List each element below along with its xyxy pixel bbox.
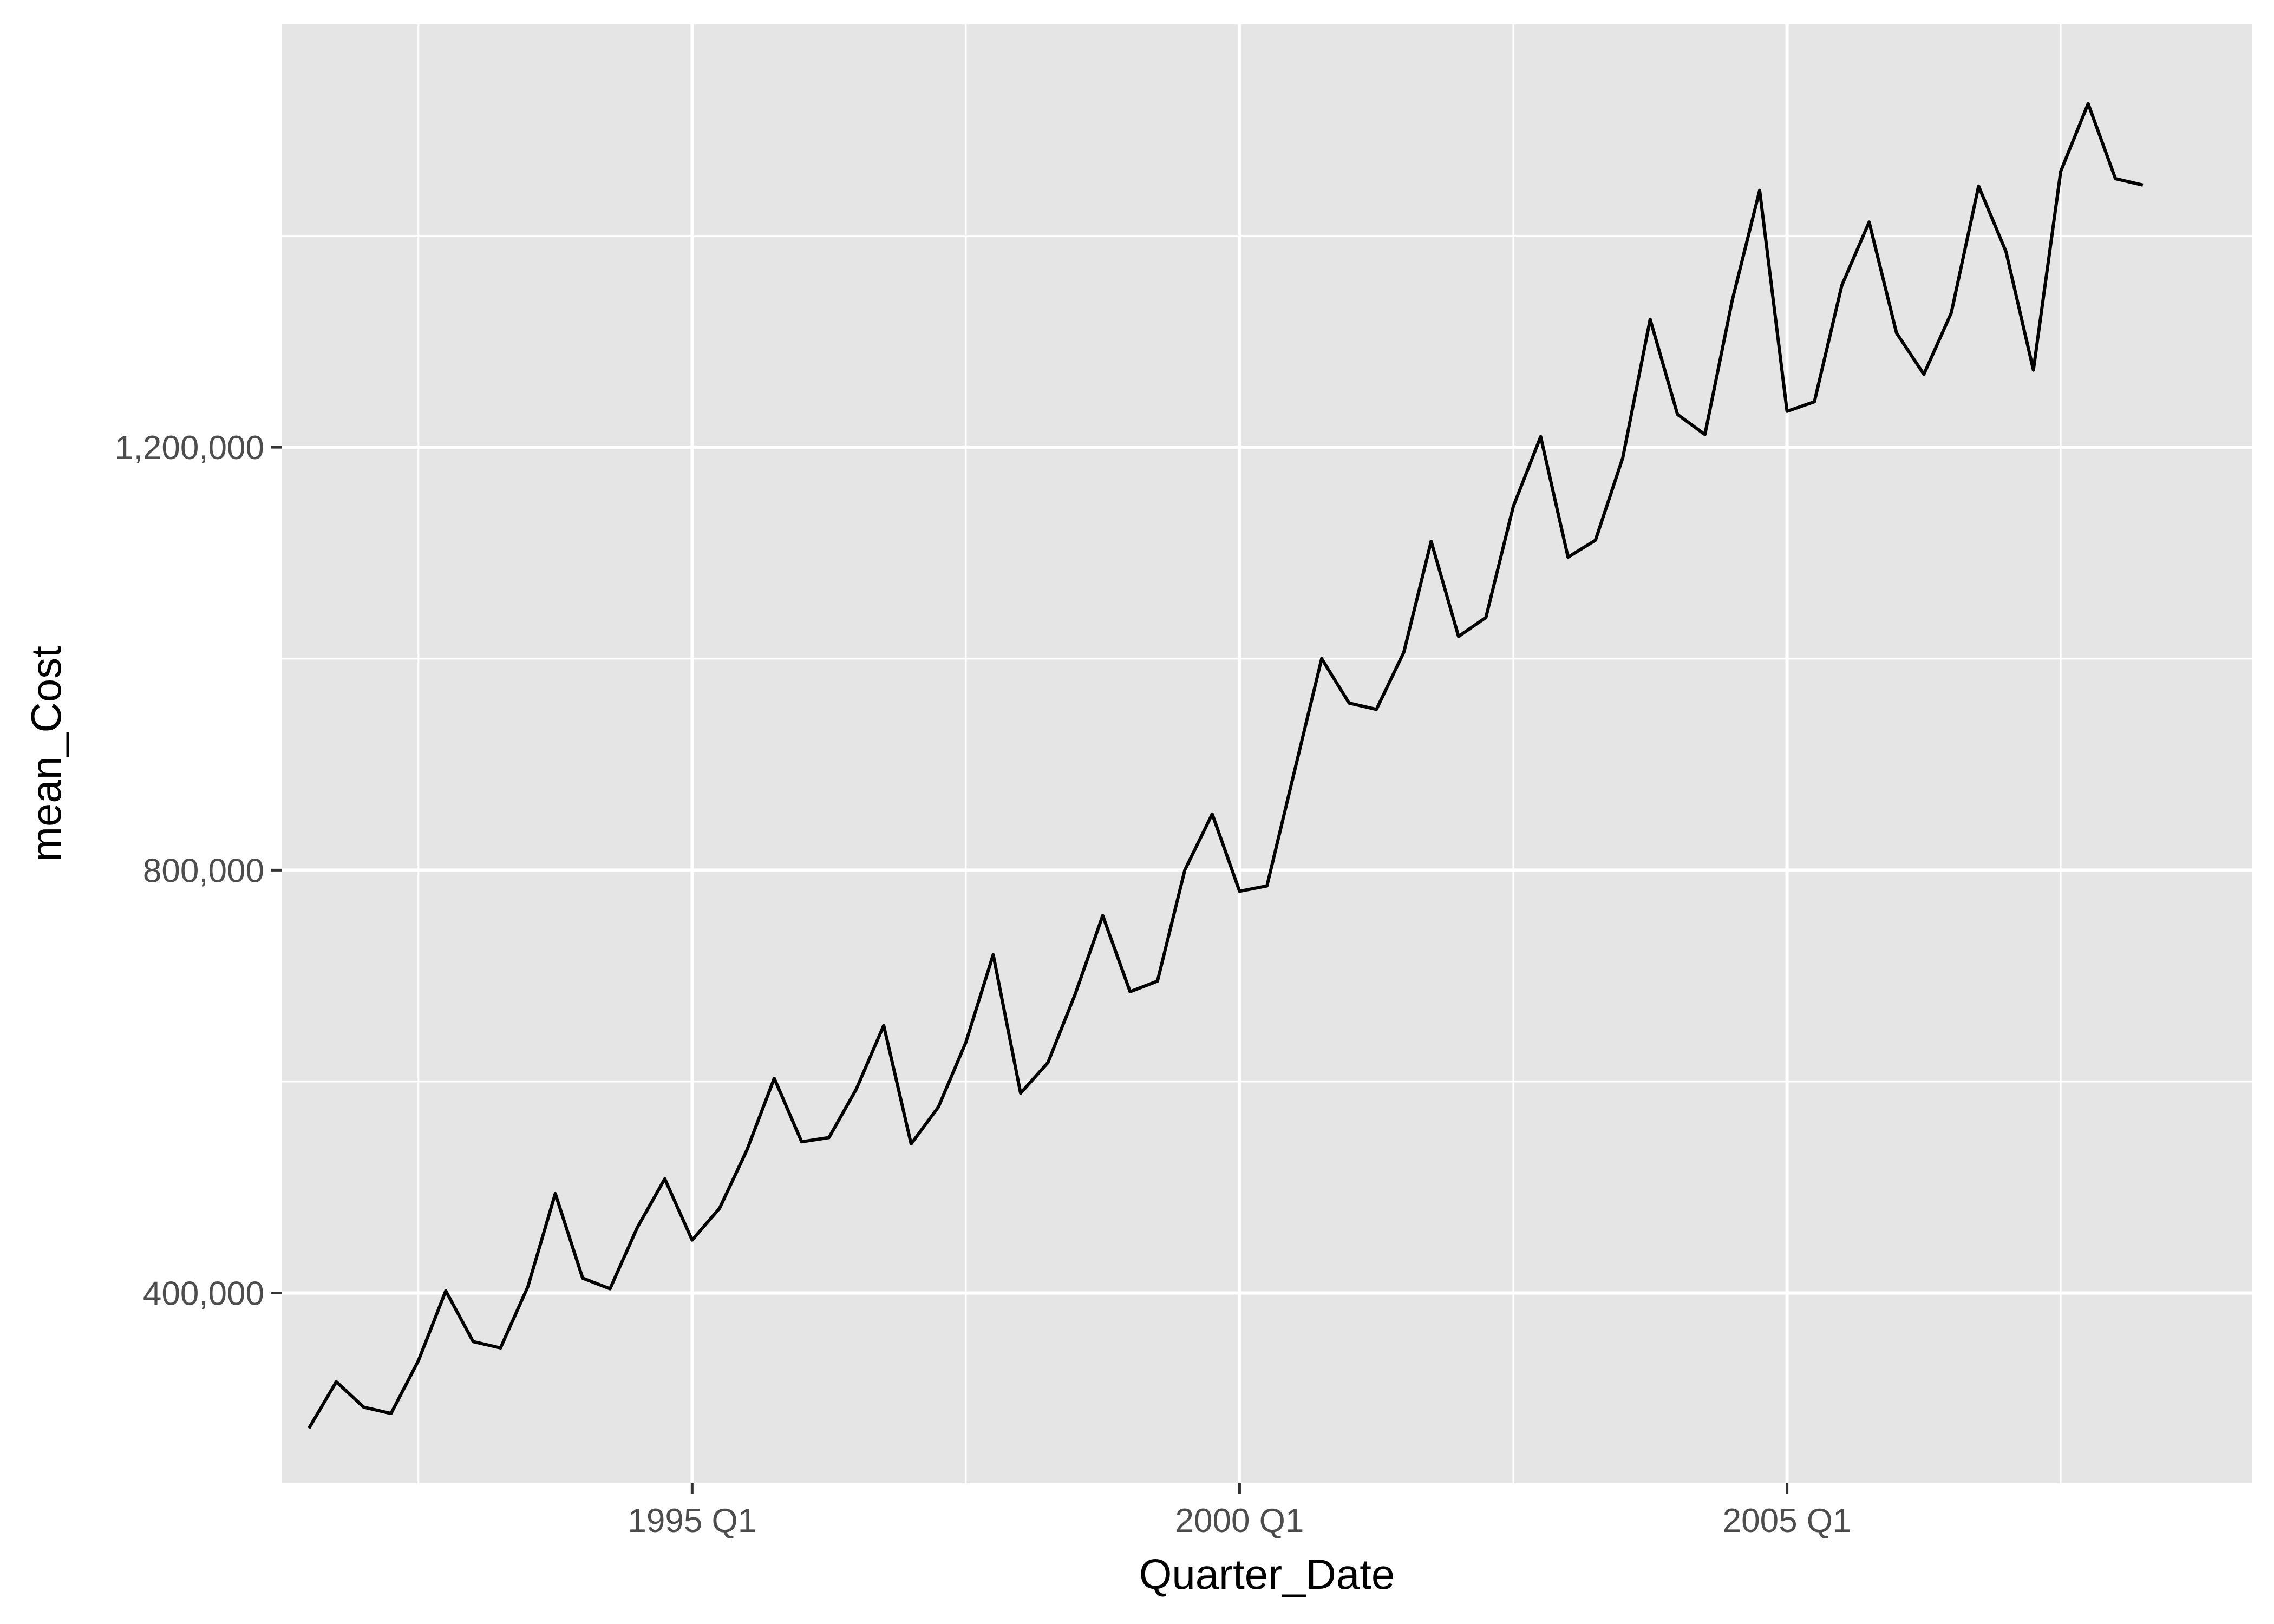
y-tick-label: 800,000	[143, 852, 264, 889]
y-axis-title: mean_Cost	[22, 646, 70, 862]
x-axis-ticks: 1995 Q1 2000 Q1 2005 Q1	[628, 1483, 1851, 1540]
x-axis-title: Quarter_Date	[1139, 1550, 1395, 1598]
x-tick-label: 1995 Q1	[628, 1502, 756, 1540]
y-tick-label: 1,200,000	[115, 429, 264, 467]
x-tick-label: 2000 Q1	[1175, 1502, 1304, 1540]
y-tick-label: 400,000	[143, 1275, 264, 1312]
x-tick-label: 2005 Q1	[1723, 1502, 1852, 1540]
plot-panel	[282, 24, 2252, 1483]
minor-gridlines	[282, 24, 2252, 1483]
series-line	[308, 102, 2144, 1429]
y-axis-ticks: 400,000 800,000 1,200,000	[115, 429, 282, 1312]
